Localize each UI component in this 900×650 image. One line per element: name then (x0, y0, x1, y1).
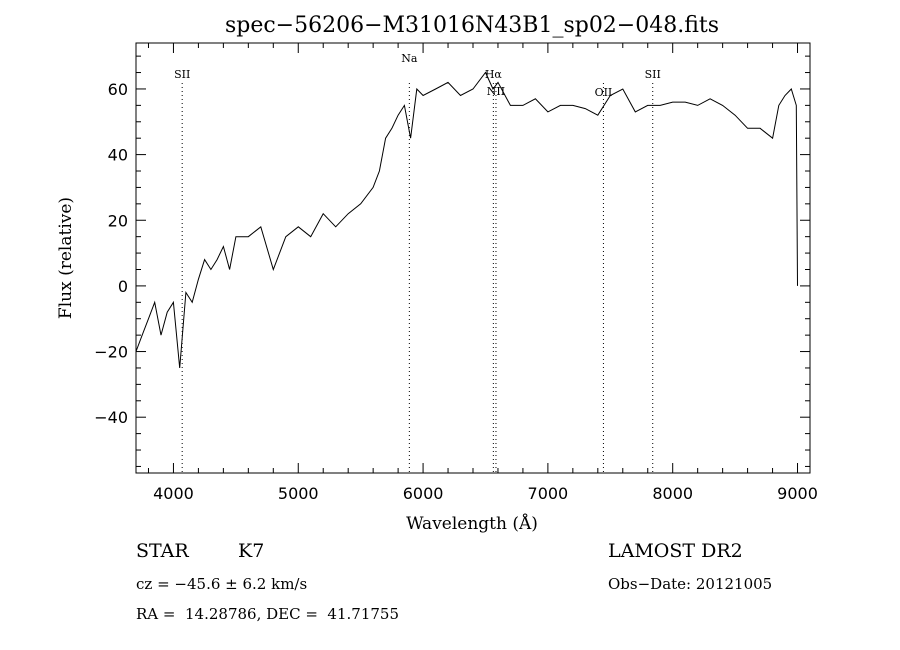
plot-frame (135, 42, 811, 474)
y-tick-label: −20 (94, 343, 128, 362)
x-tick-label: 4000 (153, 484, 194, 503)
x-axis-label: Wavelength (Å) (406, 513, 538, 534)
y-tick-label: 40 (108, 146, 128, 165)
x-tick-label: 5000 (278, 484, 319, 503)
x-tick-label: 9000 (777, 484, 818, 503)
x-tick-label: 6000 (403, 484, 444, 503)
axis-ticks: 4000 5000 6000 7000 8000 9000 −40 −20 0 20 40 60 (94, 43, 818, 503)
spectrum-chart: spec−56206−M31016N43B1_sp02−048.fits SII… (56, 13, 818, 534)
velocity-readout: cz = −45.6 ± 6.2 km/s (136, 575, 308, 593)
y-tick-label: 0 (118, 277, 128, 296)
object-class: STAR (136, 540, 189, 562)
spectral-line-label: Hα (485, 68, 503, 81)
spectral-line-label: SII (174, 68, 190, 81)
coordinates-readout: RA = 14.28786, DEC = 41.71755 (136, 605, 400, 623)
survey-name: LAMOST DR2 (608, 540, 743, 562)
spectral-line-markers: SII Na Hα NII OII SII (174, 52, 661, 473)
spectrum-line (135, 71, 798, 369)
x-tick-label: 7000 (528, 484, 569, 503)
y-axis-label: Flux (relative) (56, 197, 76, 319)
observation-date: Obs−Date: 20121005 (608, 575, 773, 593)
spectral-line-label: SII (645, 68, 661, 81)
x-tick-label: 8000 (652, 484, 693, 503)
spectral-line-label: OII (595, 86, 613, 99)
spectral-line-label: NII (487, 85, 505, 98)
object-subclass: K7 (238, 540, 265, 562)
y-tick-label: −40 (94, 408, 128, 427)
chart-title: spec−56206−M31016N43B1_sp02−048.fits (225, 13, 719, 38)
spectral-line-label: Na (401, 52, 418, 65)
y-tick-label: 20 (108, 211, 128, 230)
y-tick-label: 60 (108, 80, 128, 99)
